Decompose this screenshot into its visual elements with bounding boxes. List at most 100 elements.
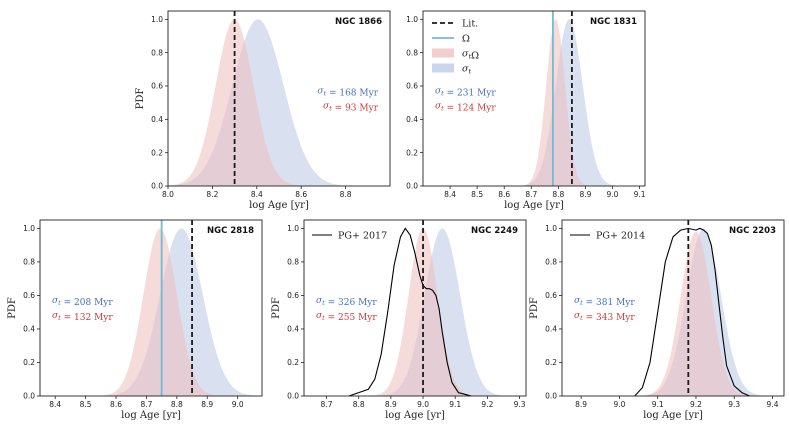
x-tick-label: 8.0 [162,190,174,199]
legend-sigma_omega-swatch [432,48,454,58]
y-tick-label: 0.4 [23,325,35,334]
y-tick-label: 1.0 [23,224,35,233]
axes-frame [561,219,785,397]
x-tick-label: 8.7 [525,190,537,199]
y-tick-label: 0.0 [151,182,163,191]
x-tick-label: 9.1 [652,400,664,409]
axes-frame [422,10,646,187]
y-tick-label: 0.2 [23,358,35,367]
y-tick-label: 0.6 [287,291,299,300]
plot-area [168,11,373,186]
x-tick-label: 9.1 [449,400,461,409]
y-tick-label: 0.6 [151,82,163,91]
y-tick-label: 0.6 [406,82,418,91]
pg-legend-label: PG+ 2014 [596,231,645,242]
x-tick-label: 9.4 [767,400,779,409]
y-tick-label: 0.8 [406,48,418,57]
axes-frame [303,219,527,397]
y-tick-label: 1.0 [406,15,418,24]
y-tick-label: 0.8 [151,48,163,57]
legend-sigma_omega-label: σtΩ [462,49,479,62]
x-tick-label: 8.4 [251,190,263,199]
x-tick-label: 8.9 [201,400,213,409]
y-tick-label: 0.4 [406,115,418,124]
panel-ngc2818: 8.4 8.5 8.6 8.7 8.8 8.9 9.0 0.0 0.2 0.4 0.6 0.8 1.0 l… [7,219,263,421]
y-tick-label: 0.2 [151,148,163,157]
legend-lit-label: Lit. [462,19,478,30]
annotation-sigma_omega: σt = 255 Myr [316,311,377,323]
x-tick-label: 8.4 [444,190,456,199]
y-tick-label: 0.4 [287,325,299,334]
x-tick-label: 9.0 [232,400,244,409]
pg-reference-curve [634,227,750,396]
panel-title: NGC 2203 [729,226,776,236]
x-tick-label: 8.9 [579,190,591,199]
legend-sigma-swatch [432,63,454,73]
x-tick-label: 8.7 [321,400,333,409]
annotation-sigma: σt = 168 Myr [317,87,378,99]
pg-reference-curve [348,227,472,396]
x-tick-label: 8.4 [49,400,61,409]
x-axis-label: log Age [yr] [385,410,445,421]
x-tick-label: 8.5 [471,190,483,199]
x-tick-label: 8.8 [552,190,564,199]
annotation-sigma_omega: σt = 124 Myr [435,102,496,114]
axes-frame [167,10,391,187]
y-tick-label: 1.0 [287,224,299,233]
y-tick-label: 0.6 [23,291,35,300]
annotation-sigma: σt = 326 Myr [316,296,377,308]
axes-frame [39,219,263,397]
sigma-t-omega-pdf-area [84,228,236,396]
y-tick-label: 0.4 [545,325,557,334]
plot-area [348,220,522,396]
annotation-sigma_omega: σt = 93 Myr [323,102,379,114]
panel-title: NGC 2818 [207,226,254,236]
x-tick-label: 9.0 [417,400,429,409]
annotation-sigma: σt = 381 Myr [574,296,635,308]
panel-title: NGC 1866 [335,17,382,27]
sigma-t-omega-pdf-area [627,231,765,396]
y-tick-label: 0.8 [23,258,35,267]
sigma-t-omega-pdf-area [168,19,320,186]
y-tick-label: 0.6 [545,291,557,300]
x-tick-label: 8.9 [575,400,587,409]
y-tick-label: 0.2 [287,358,299,367]
pg-legend-label: PG+ 2017 [338,231,387,242]
annotation-sigma_omega: σt = 132 Myr [52,311,113,323]
x-tick-label: 8.6 [498,190,510,199]
x-tick-label: 8.9 [385,400,397,409]
y-tick-label: 0.0 [23,392,35,401]
panel-title: NGC 2249 [471,226,518,236]
y-tick-label: 0.8 [545,258,557,267]
y-tick-label: 0.2 [545,358,557,367]
panel-ngc1866: 8.0 8.2 8.4 8.6 8.8 0.0 0.2 0.4 0.6 0.8 1.0 log Age… [135,10,391,211]
legend-omega-label: Ω [462,34,470,45]
x-tick-label: 9.3 [514,400,526,409]
panel-ngc2249: 8.7 8.8 8.9 9.0 9.1 9.2 9.3 0.0 0.2 0.4 0.6 0.8 1.0 l… [271,219,527,421]
x-tick-label: 8.6 [110,400,122,409]
x-tick-label: 9.3 [728,400,740,409]
plot-area [626,220,782,396]
y-tick-label: 0.0 [406,182,418,191]
x-tick-label: 8.8 [353,400,365,409]
y-tick-label: 0.8 [287,258,299,267]
y-tick-label: 1.0 [545,224,557,233]
x-tick-label: 8.8 [171,400,183,409]
y-axis-label: PDF [529,297,540,319]
y-axis-label: PDF [7,297,18,319]
x-tick-label: 8.5 [80,400,92,409]
y-tick-label: 0.0 [287,392,299,401]
x-tick-label: 9.2 [690,400,702,409]
x-tick-label: 8.7 [140,400,152,409]
y-tick-label: 0.4 [151,115,163,124]
plot-area [84,220,262,396]
y-tick-label: 1.0 [151,15,163,24]
x-tick-label: 9.1 [634,190,646,199]
annotation-sigma: σt = 231 Myr [435,87,496,99]
y-tick-label: 0.2 [406,148,418,157]
annotation-sigma_omega: σt = 343 Myr [574,311,635,323]
sigma-t-omega-pdf-area [513,19,599,186]
sigma-t-pdf-area [508,19,631,186]
